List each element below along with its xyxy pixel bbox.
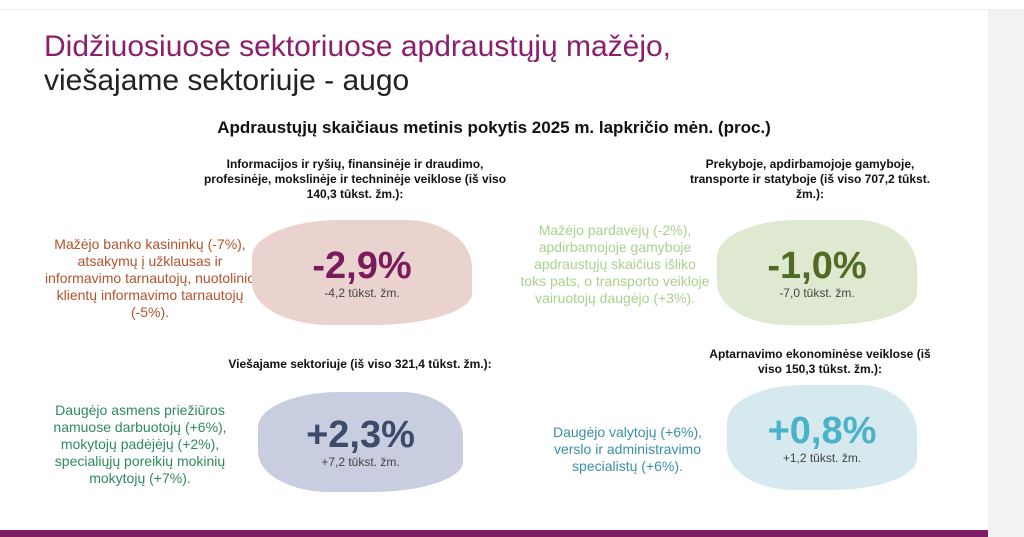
browser-top-bar [0, 0, 1024, 10]
blob-trade: -1,0% -7,0 tūkst. žm. [717, 220, 917, 325]
section-title-ict: Informacijos ir ryšių, finansinėje ir dr… [203, 157, 507, 201]
blob-public: +2,3% +7,2 tūkst. žm. [258, 392, 463, 492]
title-line-1: Didžiuosiuose sektoriuose apdraustųjų ma… [44, 30, 672, 63]
title-line-2: viešajame sektoriuje - augo [44, 64, 410, 97]
change-public: +7,2 tūkst. žm. [321, 455, 400, 469]
section-title-trade: Prekyboje, apdirbamojoje gamyboje, trans… [689, 157, 931, 201]
section-title-public: Viešajame sektoriuje (iš viso 321,4 tūks… [228, 357, 492, 371]
blob-services: +0,8% +1,2 tūkst. žm. [727, 385, 917, 490]
bottom-accent-bar [0, 530, 988, 537]
value-trade: -1,0% [767, 244, 867, 287]
description-services: Daugėjo valytojų (+6%), verslo ir admini… [552, 424, 703, 474]
description-public: Daugėjo asmens priežiūros namuose darbuo… [53, 402, 227, 486]
change-trade: -7,0 tūkst. žm. [779, 285, 855, 300]
chart-headline: Apdraustųjų skaičiaus metinis pokytis 20… [217, 118, 771, 137]
value-services: +0,8% [767, 409, 877, 452]
description-ict: Mažėjo banko kasininkų (-7%), atsakymų į… [44, 236, 256, 320]
description-trade: Mažėjo pardavėjų (-2%), apdirbamojoje ga… [520, 222, 710, 306]
value-ict: -2,9% [312, 244, 412, 287]
change-services: +1,2 tūkst. žm. [782, 450, 862, 465]
value-public: +2,3% [306, 414, 415, 456]
side-scroll-area[interactable] [988, 10, 1024, 537]
change-ict: -4,2 tūkst. žm. [324, 285, 400, 300]
section-title-services: Aptarnavimo ekonominėse veiklose (iš vis… [709, 347, 931, 376]
slide-title: Didžiuosiuose sektoriuose apdraustųjų ma… [44, 30, 671, 98]
blob-ict: -2,9% -4,2 tūkst. žm. [252, 220, 472, 325]
